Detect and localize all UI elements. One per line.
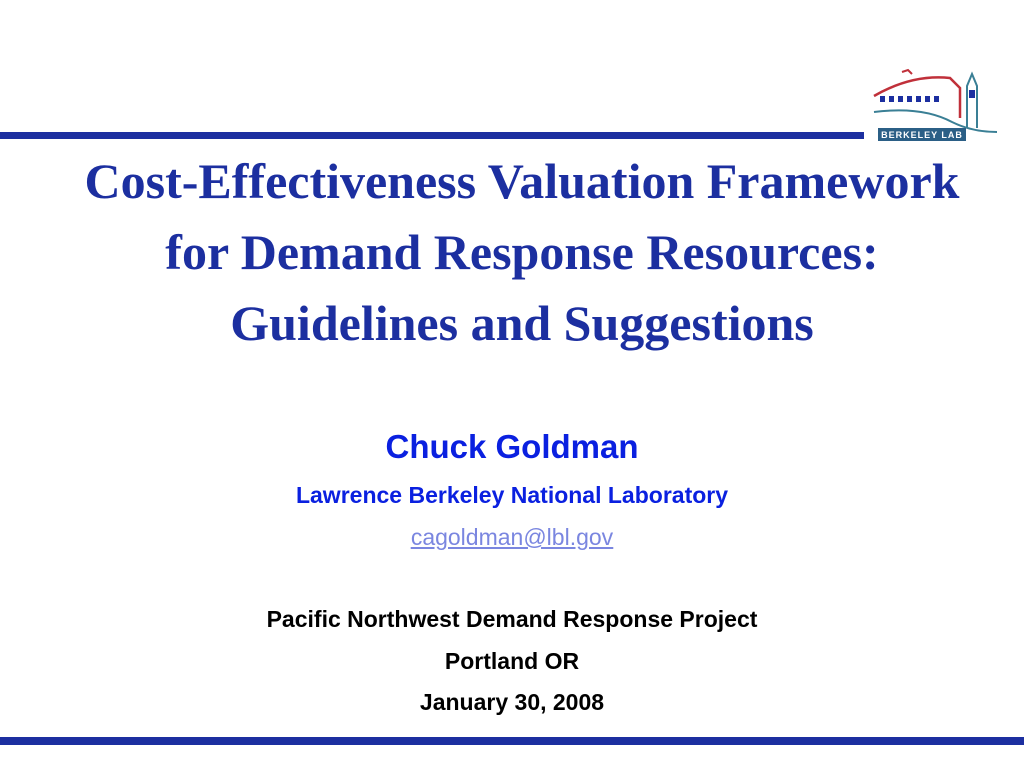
berkeley-lab-logo: BERKELEY LAB — [873, 68, 998, 141]
top-divider-bar — [0, 132, 864, 139]
author-name: Chuck Goldman — [385, 428, 639, 465]
event-name: Pacific Northwest Demand Response Projec… — [266, 606, 758, 632]
email-link-container: cagoldman@lbl.gov — [0, 524, 1024, 551]
event-date: January 30, 2008 — [419, 689, 605, 715]
event-location: Portland OR — [444, 648, 580, 674]
bottom-divider-bar — [0, 737, 1024, 745]
organization: Lawrence Berkeley National Laboratory — [295, 482, 729, 508]
slide-title: Cost-Effectiveness Valuation Framework f… — [84, 153, 960, 351]
svg-text:BERKELEY LAB: BERKELEY LAB — [881, 130, 963, 140]
email-link[interactable]: cagoldman@lbl.gov — [410, 524, 614, 550]
